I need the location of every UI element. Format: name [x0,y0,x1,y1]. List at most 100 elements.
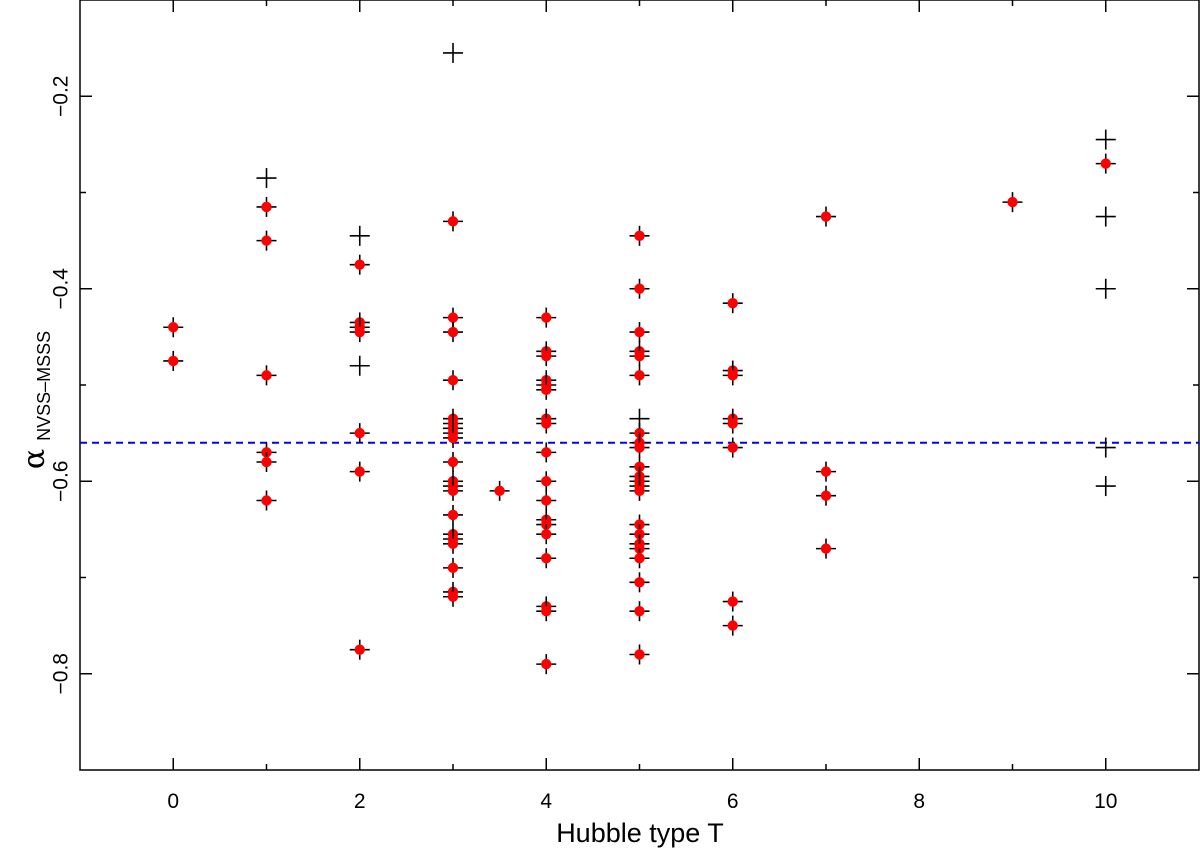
data-point [256,196,277,217]
data-point [443,42,463,63]
data-point [536,307,557,328]
data-points [163,42,1116,675]
data-point [443,480,463,501]
x-axis-label: Hubble type T [556,818,724,848]
point-dot [727,620,738,631]
data-point [443,322,463,343]
point-dot [727,442,738,453]
point-dot [168,322,179,333]
data-point [443,452,463,472]
data-point [536,471,557,492]
data-point [816,461,836,482]
point-dot [541,384,552,396]
data-point [443,557,463,578]
data-point [816,485,836,506]
data-point [1095,129,1116,150]
point-dot [634,326,645,338]
data-point [629,480,650,501]
data-point [443,211,463,232]
point-dot [354,427,365,439]
data-point [536,524,557,545]
data-point [536,442,557,463]
data-point [722,293,743,314]
data-point [443,370,463,391]
point-dot [541,495,552,506]
data-point [349,639,370,660]
point-dot [168,355,179,367]
data-point [629,437,650,458]
point-dot [634,283,645,294]
point-dot [541,658,552,670]
data-point [722,437,743,458]
point-dot [1100,158,1111,169]
data-point [349,461,370,482]
point-dot [541,312,552,323]
point-dot [447,591,459,602]
data-point [349,355,370,376]
data-point [1095,476,1116,497]
point-dot [820,543,832,554]
y-axis-label-subscript: NVSS–MSSS [34,331,54,441]
point-dot [727,418,738,429]
data-point [163,350,184,371]
y-axis-label: α NVSS–MSSS [17,331,54,469]
point-dot [447,216,459,227]
data-point [722,365,743,386]
series-limits [256,42,1116,497]
data-point [1095,278,1116,299]
x-tick-label: 10 [1094,790,1117,813]
point-dot [354,326,365,338]
data-point [536,601,557,622]
point-dot [447,374,459,386]
point-dot [261,201,272,213]
x-tick-label: 8 [913,790,925,813]
point-dot [447,326,459,338]
point-dot [820,211,832,222]
data-point [629,548,650,569]
data-point [536,379,557,400]
point-dot [727,370,738,381]
point-dot [447,312,459,323]
point-dot [261,456,272,468]
point-dot [541,553,552,564]
point-dot [541,447,552,458]
point-dot [541,605,552,617]
data-point [256,490,277,511]
point-dot [447,456,459,468]
data-point [629,601,650,622]
data-point [536,346,557,367]
point-dot [634,605,645,617]
point-dot [354,466,365,477]
point-dot [634,442,645,453]
point-dot [541,418,552,429]
point-dot [447,485,459,497]
data-point [349,423,370,444]
data-point [816,538,836,559]
y-tick-label: −0.6 [49,461,72,502]
data-point [1002,192,1023,213]
series-detected [163,153,1116,675]
point-dot [634,370,645,381]
data-point [349,225,370,246]
data-point [1095,153,1116,174]
point-dot [447,432,459,444]
data-point [443,504,463,525]
data-point [629,365,650,386]
point-dot [541,476,552,487]
data-point [722,591,743,612]
data-point [536,490,557,511]
data-point [536,413,557,434]
data-point [163,317,184,338]
point-dot [820,490,832,501]
data-point [536,654,557,675]
data-point [629,346,650,367]
data-point [443,586,463,607]
data-point [256,168,277,189]
y-tick-label: −0.8 [49,653,72,694]
data-point [536,548,557,569]
data-point [722,413,743,434]
data-point [629,572,650,593]
data-point [1095,206,1116,227]
point-dot [354,259,365,270]
y-tick-label: −0.2 [49,76,72,117]
